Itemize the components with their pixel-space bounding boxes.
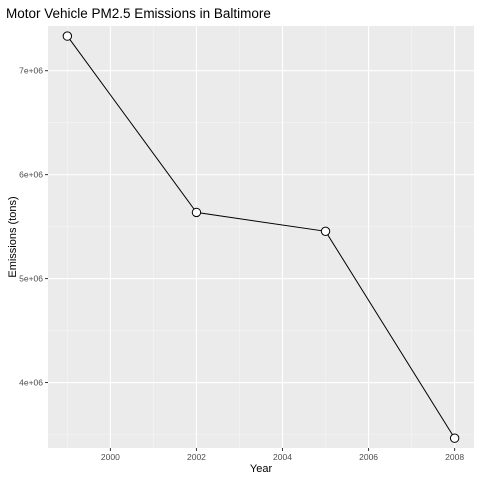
x-tick-label: 2004 [273, 452, 292, 462]
x-axis-ticks: 2000 2002 2004 2006 2008 [101, 448, 464, 462]
grid-major [48, 26, 474, 448]
x-tick-label: 2008 [445, 452, 464, 462]
x-tick-label: 2006 [359, 452, 378, 462]
x-tick-label: 2002 [187, 452, 206, 462]
x-tick-label: 2000 [101, 452, 120, 462]
y-tick-label: 5e+06 [19, 274, 43, 284]
y-axis-title: Emissions (tons) [7, 196, 19, 277]
y-axis-ticks: 4e+06 5e+06 6e+06 7e+06 [19, 66, 48, 388]
data-point [191, 207, 202, 218]
y-tick-label: 7e+06 [19, 66, 43, 76]
plot-panel [48, 26, 474, 448]
data-point [449, 433, 460, 443]
chart-title: Motor Vehicle PM2.5 Emissions in Baltimo… [6, 6, 271, 21]
y-tick-label: 4e+06 [19, 378, 43, 388]
series-lines [66, 35, 456, 439]
series-line [66, 35, 456, 439]
data-point [320, 226, 331, 237]
series-points [62, 31, 460, 443]
data-point [62, 31, 73, 41]
y-tick-label: 6e+06 [19, 170, 43, 180]
grid-minor [48, 26, 474, 448]
x-axis-title: Year [250, 463, 273, 475]
